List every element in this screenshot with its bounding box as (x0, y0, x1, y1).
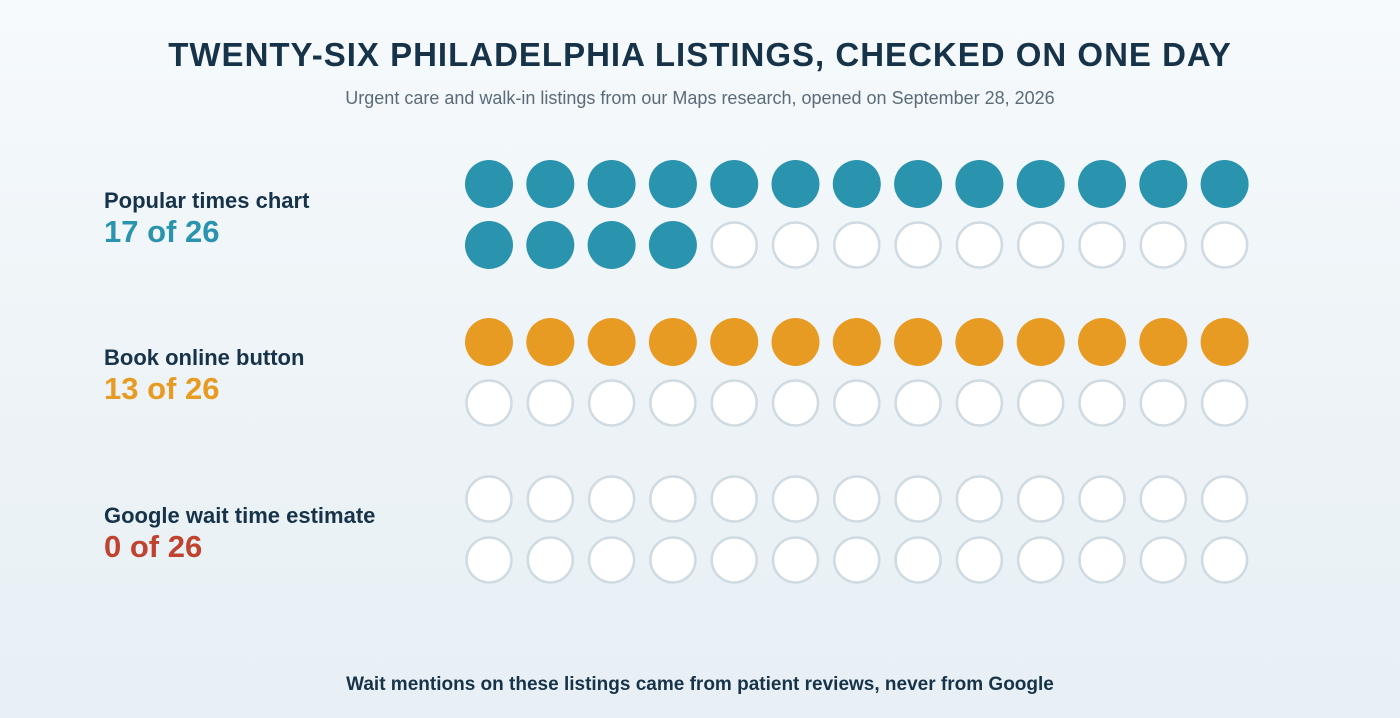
dot-book-online-1-filled (465, 318, 513, 366)
dot-book-online-19-empty (771, 379, 820, 427)
dot-book-online-24-empty (1078, 379, 1126, 427)
dot-popular-times-18-empty (710, 221, 758, 269)
dot-book-online-18-empty (710, 379, 758, 427)
dot-wait-time-22-empty (955, 536, 1004, 584)
dot-popular-times-26-empty (1200, 221, 1249, 269)
chart-subtitle: Urgent care and walk-in listings from ou… (345, 88, 1055, 108)
dot-popular-times-16-filled (587, 221, 636, 269)
row-count-book-online: 13 of 26 (104, 371, 220, 406)
dot-popular-times-10-filled (1016, 160, 1065, 208)
dot-popular-times-24-empty (1078, 221, 1126, 269)
dot-book-online-25-empty (1139, 379, 1188, 427)
dot-popular-times-5-filled (710, 160, 759, 208)
row-label-book-online: Book online button 13 of 26 (104, 345, 444, 407)
dot-popular-times-20-empty (833, 221, 881, 269)
dot-wait-time-24-empty (1078, 536, 1126, 584)
dot-wait-time-11-empty (1078, 475, 1126, 523)
dot-wait-time-2-empty (526, 475, 575, 523)
dot-popular-times-4-filled (648, 160, 697, 208)
row-name-book-online: Book online button (104, 345, 305, 370)
dot-wait-time-10-empty (1016, 475, 1065, 523)
dot-book-online-10-filled (1016, 318, 1065, 366)
dot-popular-times-13-filled (1200, 160, 1249, 208)
dot-wait-time-3-empty (587, 475, 636, 523)
dot-wait-time-23-empty (1016, 536, 1065, 584)
dot-wait-time-8-empty (894, 475, 942, 523)
dot-book-online-22-empty (955, 379, 1004, 427)
dot-popular-times-7-filled (832, 160, 881, 208)
chart-footer: Wait mentions on these listings came fro… (346, 674, 1054, 695)
dot-popular-times-12-filled (1139, 160, 1188, 208)
row-count-wait-time: 0 of 26 (104, 529, 203, 564)
dot-book-online-12-filled (1139, 318, 1188, 366)
dot-popular-times-19-empty (771, 221, 820, 269)
dot-popular-times-8-filled (894, 160, 943, 208)
dot-book-online-11-filled (1078, 318, 1126, 366)
dot-book-online-15-empty (526, 379, 575, 427)
dot-book-online-23-empty (1016, 379, 1065, 427)
dot-book-online-2-filled (526, 318, 575, 366)
dot-wait-time-6-empty (771, 475, 820, 523)
dot-book-online-13-filled (1200, 318, 1249, 366)
dot-book-online-21-empty (894, 379, 942, 427)
row-label-wait-time: Google wait time estimate 0 of 26 (104, 503, 444, 565)
dot-wait-time-19-empty (771, 536, 820, 584)
dot-popular-times-1-filled (465, 160, 513, 208)
row-name-wait-time: Google wait time estimate (104, 503, 376, 528)
dot-book-online-8-filled (894, 318, 943, 366)
dot-wait-time-4-empty (649, 475, 697, 523)
dot-popular-times-23-empty (1016, 221, 1065, 269)
dot-wait-time-21-empty (894, 536, 942, 584)
dot-wait-time-20-empty (833, 536, 881, 584)
dot-book-online-16-empty (587, 379, 636, 427)
dot-wait-time-5-empty (710, 475, 758, 523)
dot-book-online-7-filled (832, 318, 881, 366)
dot-wait-time-13-empty (1200, 475, 1249, 523)
dot-popular-times-25-empty (1139, 221, 1188, 269)
dot-book-online-4-filled (648, 318, 697, 366)
dot-wait-time-12-empty (1139, 475, 1188, 523)
dot-book-online-3-filled (587, 318, 636, 366)
dot-book-online-6-filled (771, 318, 820, 366)
dot-popular-times-3-filled (587, 160, 636, 208)
dot-book-online-9-filled (955, 318, 1004, 366)
dot-wait-time-26-empty (1200, 536, 1249, 584)
dot-popular-times-14-filled (465, 221, 513, 269)
dot-wait-time-17-empty (649, 536, 697, 584)
row-count-popular-times: 17 of 26 (104, 214, 220, 249)
dot-book-online-5-filled (710, 318, 759, 366)
dot-popular-times-11-filled (1078, 160, 1126, 208)
dot-popular-times-21-empty (894, 221, 942, 269)
dot-book-online-26-empty (1200, 379, 1249, 427)
dot-popular-times-2-filled (526, 160, 575, 208)
dot-book-online-14-empty (465, 379, 513, 427)
dot-wait-time-7-empty (833, 475, 881, 523)
dot-book-online-20-empty (833, 379, 881, 427)
dot-popular-times-17-filled (648, 221, 697, 269)
dot-popular-times-22-empty (955, 221, 1004, 269)
dot-wait-time-9-empty (955, 475, 1004, 523)
dot-popular-times-9-filled (955, 160, 1004, 208)
dot-wait-time-1-empty (465, 475, 513, 523)
dot-book-online-17-empty (649, 379, 697, 427)
dot-wait-time-16-empty (587, 536, 636, 584)
row-label-popular-times: Popular times chart 17 of 26 (104, 188, 444, 250)
dot-popular-times-6-filled (771, 160, 820, 208)
row-name-popular-times: Popular times chart (104, 188, 310, 213)
dot-wait-time-14-empty (465, 536, 513, 584)
dot-popular-times-15-filled (526, 221, 575, 269)
dot-wait-time-25-empty (1139, 536, 1188, 584)
dot-wait-time-15-empty (526, 536, 575, 584)
chart-title: TWENTY-SIX PHILADELPHIA LISTINGS, CHECKE… (168, 36, 1232, 73)
dot-wait-time-18-empty (710, 536, 758, 584)
